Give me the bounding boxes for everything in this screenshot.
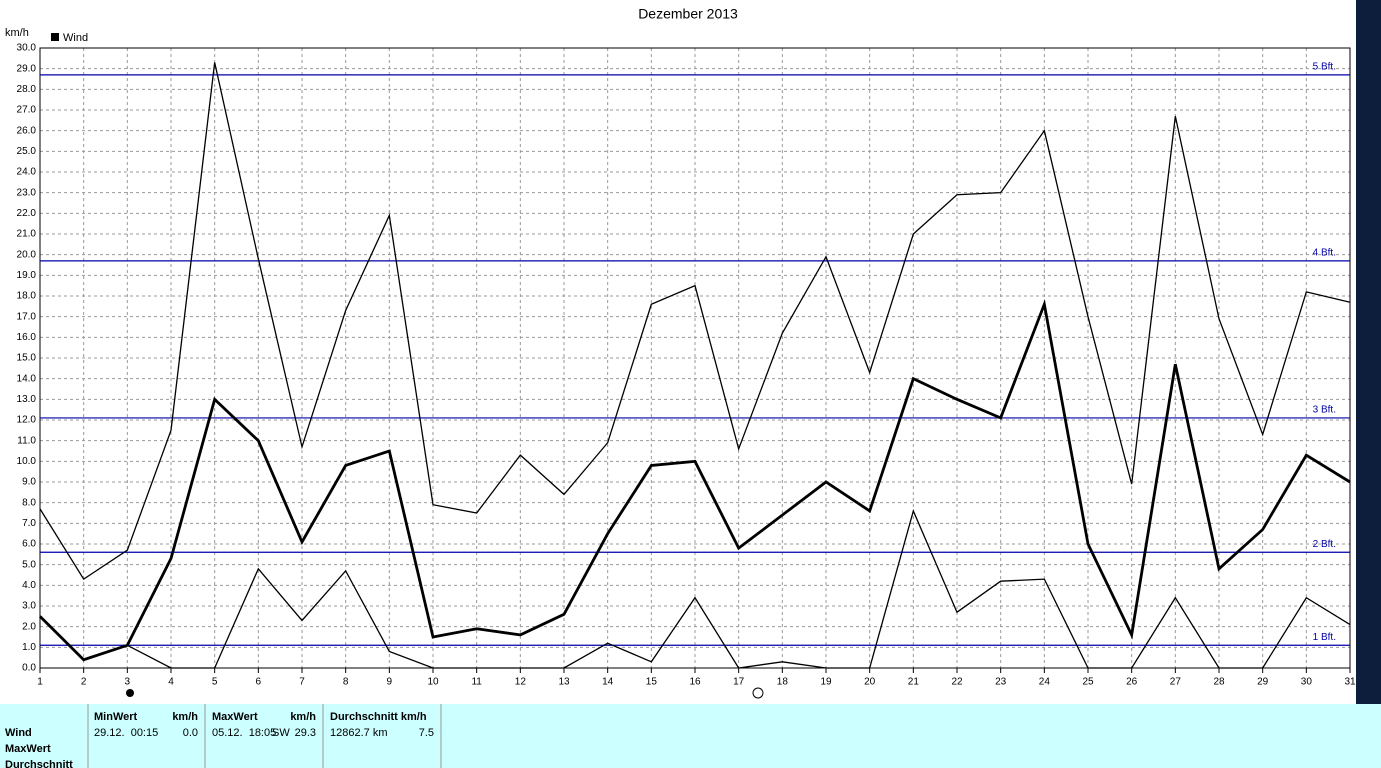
x-tick-label: 19	[820, 677, 832, 688]
x-tick-label: 6	[256, 677, 262, 688]
y-tick-label: 22.0	[17, 208, 37, 219]
y-tick-label: 18.0	[17, 291, 37, 302]
y-tick-label: 6.0	[22, 539, 36, 550]
x-tick-label: 15	[646, 677, 658, 688]
new-moon-icon	[126, 689, 134, 697]
x-tick-label: 30	[1301, 677, 1313, 688]
y-tick-label: 20.0	[17, 249, 37, 260]
panel-background	[0, 704, 1381, 768]
plot-border	[39, 47, 1351, 669]
beaufort-label: 4 Bft.	[1313, 248, 1336, 259]
x-tick-label: 11	[471, 677, 482, 688]
x-tick-label: 1	[37, 677, 43, 688]
y-tick-label: 2.0	[22, 621, 36, 632]
x-tick-label: 18	[777, 677, 789, 688]
y-tick-label: 21.0	[17, 229, 37, 240]
y-tick-label: 17.0	[17, 311, 37, 322]
x-tick-label: 14	[602, 677, 614, 688]
x-tick-label: 23	[995, 677, 1007, 688]
y-tick-label: 10.0	[17, 456, 37, 467]
x-tick-label: 4	[168, 677, 174, 688]
y-tick-label: 9.0	[22, 477, 36, 488]
x-tick-label: 9	[387, 677, 393, 688]
x-tick-label: 5	[212, 677, 218, 688]
beaufort-label: 2 Bft.	[1313, 539, 1336, 550]
y-tick-label: 11.0	[17, 435, 36, 446]
x-tick-label: 17	[733, 677, 745, 688]
y-tick-label: 29.0	[17, 63, 37, 74]
header: MaxWert	[212, 711, 258, 723]
wind-line	[39, 508, 1351, 669]
y-tick-label: 5.0	[22, 559, 36, 570]
cell: 05.12. 18:05	[212, 727, 276, 739]
x-tick-label: 20	[864, 677, 876, 688]
beaufort-label: 1 Bft.	[1313, 632, 1336, 643]
x-tick-label: 29	[1257, 677, 1269, 688]
x-tick-label: 26	[1126, 677, 1138, 688]
x-tick-label: 22	[951, 677, 963, 688]
y-tick-label: 8.0	[22, 497, 36, 508]
row-label: MaxWert	[5, 743, 51, 755]
y-tick-label: 13.0	[17, 394, 37, 405]
y-tick-label: 26.0	[17, 125, 37, 136]
x-tick-label: 25	[1082, 677, 1094, 688]
y-tick-label: 24.0	[17, 167, 37, 178]
y-tick-label: 3.0	[22, 601, 36, 612]
y-tick-label: 14.0	[17, 373, 37, 384]
x-tick-label: 31	[1344, 677, 1356, 688]
header: MinWert	[94, 711, 138, 723]
y-tick-label: 19.0	[17, 270, 37, 281]
y-tick-label: 16.0	[17, 332, 37, 343]
window-edge	[1356, 0, 1381, 704]
y-tick-label: 12.0	[17, 415, 37, 426]
x-tick-label: 16	[689, 677, 701, 688]
row-label: Durchschnitt	[5, 759, 73, 768]
full-moon-icon	[752, 687, 764, 699]
header-unit: km/h	[290, 711, 316, 723]
beaufort-label: 5 Bft.	[1313, 62, 1336, 73]
x-tick-label: 10	[427, 677, 439, 688]
y-tick-label: 7.0	[22, 518, 36, 529]
y-tick-label: 28.0	[17, 84, 37, 95]
x-tick-label: 8	[343, 677, 349, 688]
x-tick-label: 24	[1039, 677, 1051, 688]
legend-swatch	[51, 33, 59, 41]
y-axis-label: km/h	[5, 27, 29, 39]
x-tick-label: 21	[908, 677, 920, 688]
header: Durchschnitt km/h	[330, 711, 427, 723]
cell: 29.3	[295, 727, 316, 739]
x-tick-label: 2	[81, 677, 87, 688]
x-tick-label: 7	[299, 677, 305, 688]
cell: 12862.7 km	[330, 727, 387, 739]
wind-line	[39, 62, 1351, 581]
y-tick-label: 30.0	[17, 43, 37, 54]
beaufort-label: 3 Bft.	[1313, 405, 1336, 416]
row-label: Wind	[5, 727, 32, 739]
x-tick-label: 13	[558, 677, 570, 688]
legend-label: Wind	[63, 32, 88, 44]
x-tick-label: 28	[1213, 677, 1225, 688]
y-tick-label: 27.0	[17, 105, 37, 116]
cell: 7.5	[419, 727, 434, 739]
y-tick-label: 1.0	[22, 642, 36, 653]
stats-panel: Wind MaxWert Durchschnitt MinWert km/h M…	[0, 704, 1381, 768]
y-tick-label: 4.0	[22, 580, 36, 591]
x-tick-label: 27	[1170, 677, 1182, 688]
x-tick-label: 3	[125, 677, 131, 688]
y-tick-label: 23.0	[17, 187, 37, 198]
x-tick-label: 12	[515, 677, 527, 688]
y-tick-label: 15.0	[17, 353, 37, 364]
cell: 29.12. 00:15	[94, 727, 158, 739]
y-tick-label: 0.0	[22, 663, 36, 674]
wind-line	[39, 299, 1351, 662]
cell: 0.0	[183, 727, 198, 739]
cell: SW	[272, 727, 290, 739]
y-tick-label: 25.0	[17, 146, 37, 157]
chart-title: Dezember 2013	[638, 6, 738, 22]
header-unit: km/h	[172, 711, 198, 723]
